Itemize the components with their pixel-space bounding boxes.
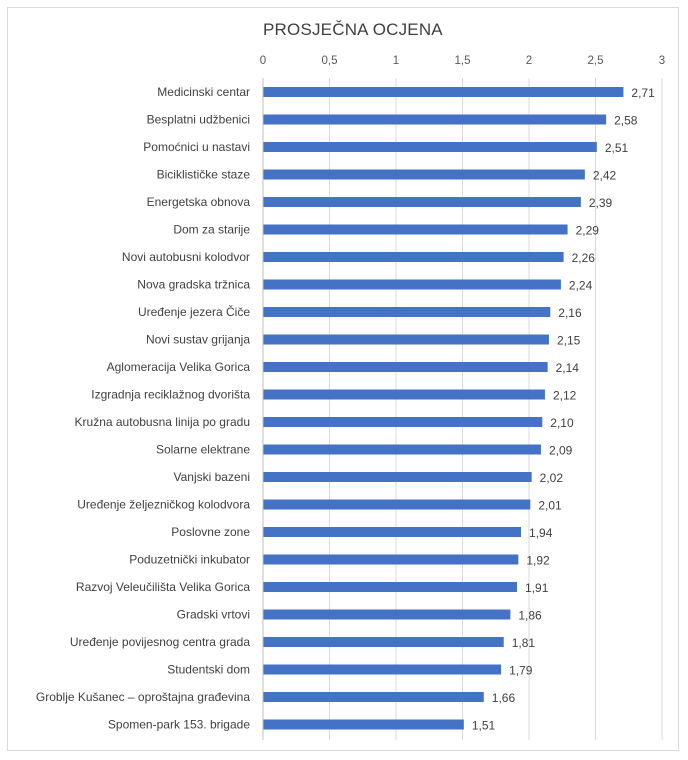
chart-title: PROSJEČNA OCJENA (263, 20, 443, 39)
bar (263, 444, 541, 455)
category-label: Groblje Kušanec – oproštajna građevina (36, 690, 250, 704)
data-label: 2,02 (540, 471, 564, 485)
data-label: 1,94 (529, 526, 553, 540)
data-label: 1,86 (518, 609, 542, 623)
category-label: Vanjski bazeni (174, 470, 251, 484)
data-label: 2,24 (569, 279, 593, 293)
x-tick-label: 2,5 (588, 55, 604, 67)
x-tick-label: 0 (260, 55, 266, 67)
bar (263, 719, 464, 730)
data-label: 1,79 (509, 664, 533, 678)
bar (263, 527, 522, 537)
category-label: Uređenje jezera Čiče (138, 304, 250, 319)
data-label: 1,51 (472, 719, 496, 733)
bar (263, 554, 519, 565)
category-label: Solarne elektrane (156, 443, 250, 457)
category-label: Dom za starije (173, 223, 250, 237)
data-label: 2,09 (549, 444, 573, 458)
bar (263, 472, 532, 482)
data-label: 2,51 (605, 141, 629, 155)
category-label: Novi autobusni kolodvor (122, 250, 250, 264)
bar (263, 279, 561, 290)
data-label: 2,29 (576, 224, 600, 238)
x-tick-label: 1,5 (455, 55, 471, 67)
bar (263, 637, 504, 647)
bar (263, 224, 568, 235)
data-label: 2,16 (558, 306, 582, 320)
x-tick-label: 0,5 (322, 55, 338, 67)
category-label: Medicinski centar (157, 85, 250, 99)
bar (263, 169, 585, 180)
data-label: 2,58 (614, 114, 638, 128)
bar (263, 307, 551, 317)
data-label: 2,12 (553, 389, 577, 403)
category-label: Gradski vrtovi (177, 608, 250, 622)
data-label: 1,66 (492, 691, 516, 705)
category-label: Uređenje povijesnog centra grada (70, 635, 250, 649)
bar (263, 389, 545, 400)
x-tick-label: 3 (659, 55, 665, 67)
bar (263, 417, 543, 427)
chart-frame (7, 7, 679, 751)
bar (263, 609, 511, 620)
data-label: 2,39 (589, 196, 613, 210)
bar (263, 664, 502, 675)
bar (263, 692, 484, 702)
data-label: 2,14 (556, 361, 580, 375)
data-label: 2,01 (538, 499, 562, 513)
bar (263, 197, 581, 207)
category-label: Novi sustav grijanja (146, 333, 250, 347)
category-label: Izgradnja reciklažnog dvorišta (91, 388, 250, 402)
category-label: Spomen-park 153. brigade (108, 718, 250, 732)
data-label: 1,91 (525, 581, 549, 595)
bar (263, 334, 549, 345)
bar (263, 499, 531, 510)
bar (263, 142, 597, 152)
data-label: 1,92 (526, 554, 550, 568)
bar (263, 362, 548, 372)
category-label: Nova gradska tržnica (137, 278, 250, 292)
category-label: Kružna autobusna linija po gradu (75, 415, 250, 429)
category-label: Poslovne zone (171, 525, 250, 539)
bar (263, 582, 518, 592)
category-label: Energetska obnova (147, 195, 251, 209)
category-label: Aglomeracija Velika Gorica (107, 360, 251, 374)
data-label: 2,71 (631, 86, 655, 100)
category-label: Biciklističke staze (157, 168, 251, 182)
category-label: Poduzetnički inkubator (129, 553, 250, 567)
category-label: Pomoćnici u nastavi (143, 140, 250, 154)
category-label: Besplatni udžbenici (147, 113, 250, 127)
category-label: Razvoj Veleučilišta Velika Gorica (76, 580, 250, 594)
data-label: 1,81 (512, 636, 536, 650)
x-tick-label: 1 (393, 55, 399, 67)
category-label: Uređenje željezničkog kolodvora (77, 498, 250, 512)
data-label: 2,15 (557, 334, 581, 348)
bar (263, 252, 564, 262)
data-label: 2,10 (550, 416, 574, 430)
bar (263, 87, 624, 97)
data-label: 2,42 (593, 169, 617, 183)
bar (263, 114, 607, 125)
x-tick-label: 2 (526, 55, 532, 67)
category-label: Studentski dom (167, 663, 250, 677)
data-label: 2,26 (572, 251, 596, 265)
